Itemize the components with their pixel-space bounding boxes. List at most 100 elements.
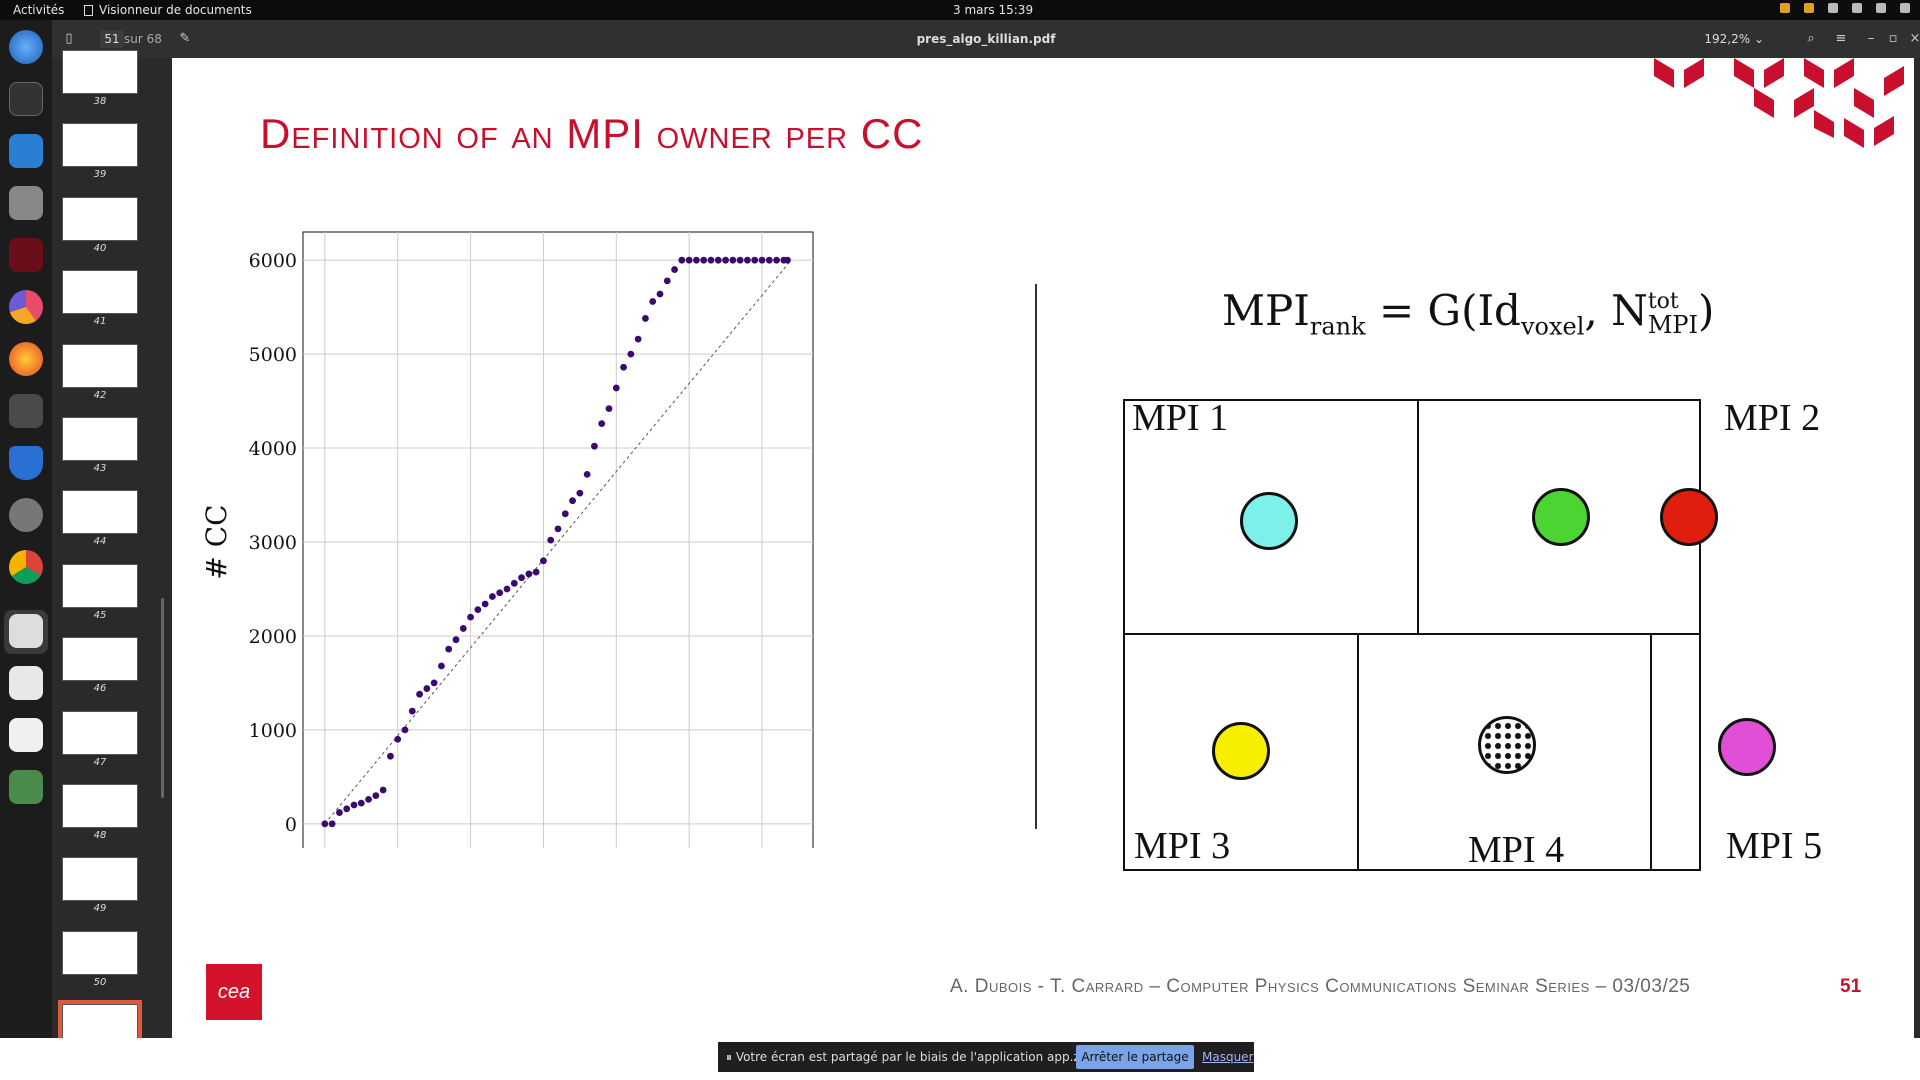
formula-sub1: voxel	[1520, 312, 1585, 341]
close-icon[interactable]: ×	[1909, 31, 1920, 46]
thumbnail-label: 43	[93, 463, 107, 474]
files-icon[interactable]	[9, 186, 43, 220]
sidebar-scrollbar[interactable]	[161, 598, 164, 798]
notes-pencil-icon[interactable]	[9, 718, 43, 752]
voxel-green	[1532, 488, 1590, 546]
page-thumbnail[interactable]	[62, 637, 138, 682]
data-point	[765, 256, 773, 264]
page-thumbnail[interactable]	[62, 343, 138, 388]
data-point	[503, 585, 511, 593]
slide-footer: A. Dubois - T. Carrard – Computer Physic…	[950, 976, 1691, 997]
page-thumbnail[interactable]	[62, 930, 138, 975]
thumbnail-label: 44	[93, 536, 107, 548]
page-count-label: sur 68	[124, 32, 162, 46]
writer-icon[interactable]	[9, 134, 43, 168]
texmaker-icon[interactable]	[9, 394, 43, 428]
menu-icon[interactable]: ≡	[1835, 31, 1847, 46]
microphone-icon[interactable]	[1876, 3, 1886, 13]
page-thumbnail[interactable]	[62, 563, 138, 608]
data-point	[751, 256, 759, 264]
data-point	[569, 497, 576, 505]
thunderbird-icon[interactable]	[9, 30, 43, 64]
data-point	[649, 298, 657, 305]
app-red-icon[interactable]	[9, 238, 43, 272]
data-point	[627, 350, 635, 358]
activities-button[interactable]: Activités	[13, 3, 65, 17]
slide-page-number: 51	[1840, 976, 1862, 997]
chrome-icon[interactable]	[9, 550, 43, 584]
data-point	[459, 625, 467, 632]
voxel-dotted	[1478, 716, 1536, 774]
page-thumbnail[interactable]	[62, 270, 138, 315]
sidebar-toggle-icon[interactable]: ▯	[65, 31, 73, 46]
data-point	[744, 256, 751, 264]
text-editor-icon[interactable]	[9, 666, 43, 700]
zoom-selector[interactable]: 192,2% ⌄	[1704, 32, 1764, 46]
page-thumbnail[interactable]	[62, 490, 138, 535]
data-point	[467, 613, 474, 621]
app-menu[interactable]: Visionneur de documents	[84, 3, 252, 17]
data-point	[430, 679, 438, 687]
data-point	[547, 536, 555, 544]
clock[interactable]: 3 mars 15:39	[953, 3, 1034, 17]
data-point	[700, 256, 708, 264]
stop-sharing-button[interactable]: Arrêter le partage	[1076, 1045, 1194, 1069]
data-point	[321, 820, 329, 828]
data-point	[350, 801, 358, 809]
data-point	[336, 809, 343, 816]
settings-gear-icon[interactable]	[9, 498, 43, 532]
data-point	[532, 568, 540, 576]
page-thumbnail[interactable]	[62, 710, 138, 755]
dock	[0, 20, 52, 1080]
page-thumbnail[interactable]	[62, 123, 138, 168]
zoom-share-icon[interactable]	[1804, 3, 1814, 13]
data-point	[416, 690, 423, 698]
page-thumbnail[interactable]	[62, 196, 138, 241]
thumbnail-label: 49	[93, 903, 107, 915]
y-tick-label: 0	[285, 814, 297, 836]
voxel-yellow	[1212, 722, 1270, 780]
data-point	[343, 805, 351, 813]
thumbnail-sidebar[interactable]: 3839404142434445464748495051	[52, 50, 170, 1061]
shield-icon[interactable]	[1780, 3, 1790, 13]
data-point	[656, 290, 664, 298]
search-icon[interactable]: ⌕	[1807, 31, 1815, 46]
annotate-pencil-icon[interactable]: ✎	[179, 31, 191, 46]
battery-icon[interactable]	[1900, 3, 1910, 13]
data-point	[438, 662, 445, 670]
cea-logo: cea	[206, 964, 262, 1020]
region-label-mpi3: MPI 3	[1134, 825, 1231, 867]
terminal-icon[interactable]	[9, 82, 43, 116]
voxel-cyan	[1240, 492, 1298, 550]
data-point	[634, 335, 642, 343]
voxel-magenta	[1718, 718, 1776, 776]
data-point	[554, 525, 562, 533]
mpi-partition-diagram	[1123, 399, 1701, 871]
data-point	[758, 256, 766, 264]
data-point	[394, 735, 402, 743]
slide-title: Definition of an MPI owner per CC	[260, 110, 924, 157]
trash-icon[interactable]	[9, 770, 43, 804]
page-thumbnail[interactable]	[62, 857, 138, 902]
system-tray[interactable]	[1780, 3, 1910, 13]
thumbnail-label: 46	[93, 683, 107, 695]
firefox-icon[interactable]	[9, 342, 43, 376]
page-number-input[interactable]: 51	[100, 30, 124, 48]
maximize-icon[interactable]: ▫	[1888, 31, 1898, 46]
pie-app-icon[interactable]	[9, 290, 43, 324]
system-top-bar: Activités Visionneur de documents 3 mars…	[0, 0, 1920, 20]
page-thumbnail[interactable]	[62, 50, 138, 94]
security-shield-icon[interactable]	[9, 446, 43, 480]
volume-icon[interactable]	[1852, 3, 1862, 13]
thumbnail-label: 39	[93, 169, 107, 181]
page-thumbnail[interactable]	[62, 784, 138, 828]
document-viewer-dock-icon[interactable]	[9, 614, 43, 648]
page-thumbnail[interactable]	[62, 417, 138, 461]
minimize-icon[interactable]: –	[1867, 31, 1875, 46]
network-icon[interactable]	[1828, 3, 1838, 13]
data-point	[583, 470, 591, 478]
hide-link[interactable]: Masquer	[1202, 1050, 1254, 1064]
zoom-value: 192,2%	[1704, 32, 1751, 46]
data-point	[663, 277, 671, 285]
